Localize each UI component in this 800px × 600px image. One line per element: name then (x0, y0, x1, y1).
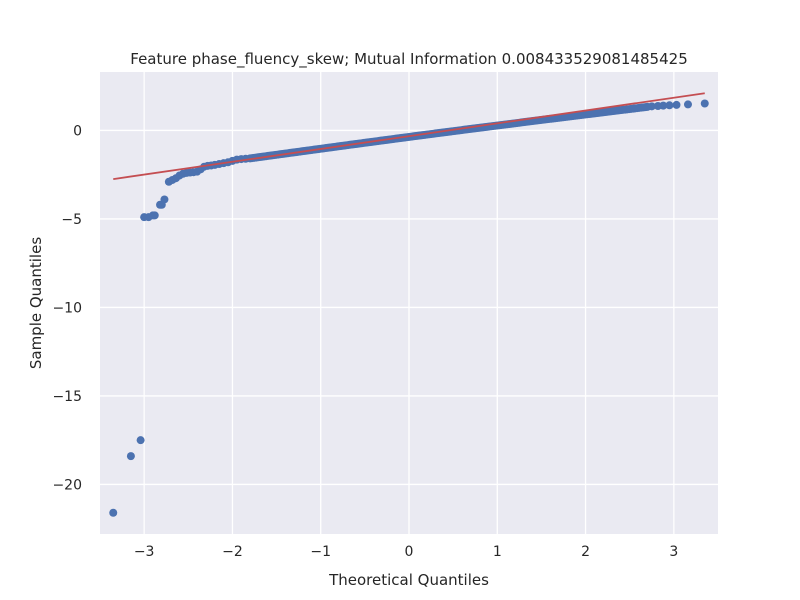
data-point (683, 100, 692, 109)
y-tick-label: −15 (52, 389, 82, 405)
x-tick-label: −1 (310, 544, 331, 560)
data-point (157, 200, 166, 209)
x-tick-label: 3 (669, 544, 678, 560)
x-tick-label: 0 (405, 544, 414, 560)
x-tick-label: 2 (581, 544, 590, 560)
x-tick-label: −2 (222, 544, 243, 560)
y-tick-label: −20 (52, 477, 82, 493)
data-point (148, 211, 157, 220)
y-tick-label: −10 (52, 300, 82, 316)
y-tick-label: 0 (73, 123, 82, 139)
y-axis-label: Sample Quantiles (27, 237, 45, 369)
reference-line (113, 92, 705, 180)
data-point (647, 102, 656, 111)
y-tick-labels: 0 −5 −10 −15 −20 (52, 123, 82, 493)
data-point (665, 101, 674, 110)
x-tick-labels: −3 −2 −1 0 1 2 3 (134, 544, 678, 560)
data-point (659, 101, 668, 110)
y-tick-label: −5 (61, 212, 82, 228)
data-point (672, 100, 681, 109)
data-point (700, 99, 709, 108)
data-point (126, 452, 135, 461)
x-tick-label: 1 (493, 544, 502, 560)
x-tick-label: −3 (134, 544, 155, 560)
data-point (140, 213, 149, 222)
chart-title: Feature phase_fluency_skew; Mutual Infor… (130, 50, 687, 69)
data-point (136, 436, 145, 445)
x-axis-label: Theoretical Quantiles (328, 571, 489, 589)
data-point (109, 508, 118, 517)
